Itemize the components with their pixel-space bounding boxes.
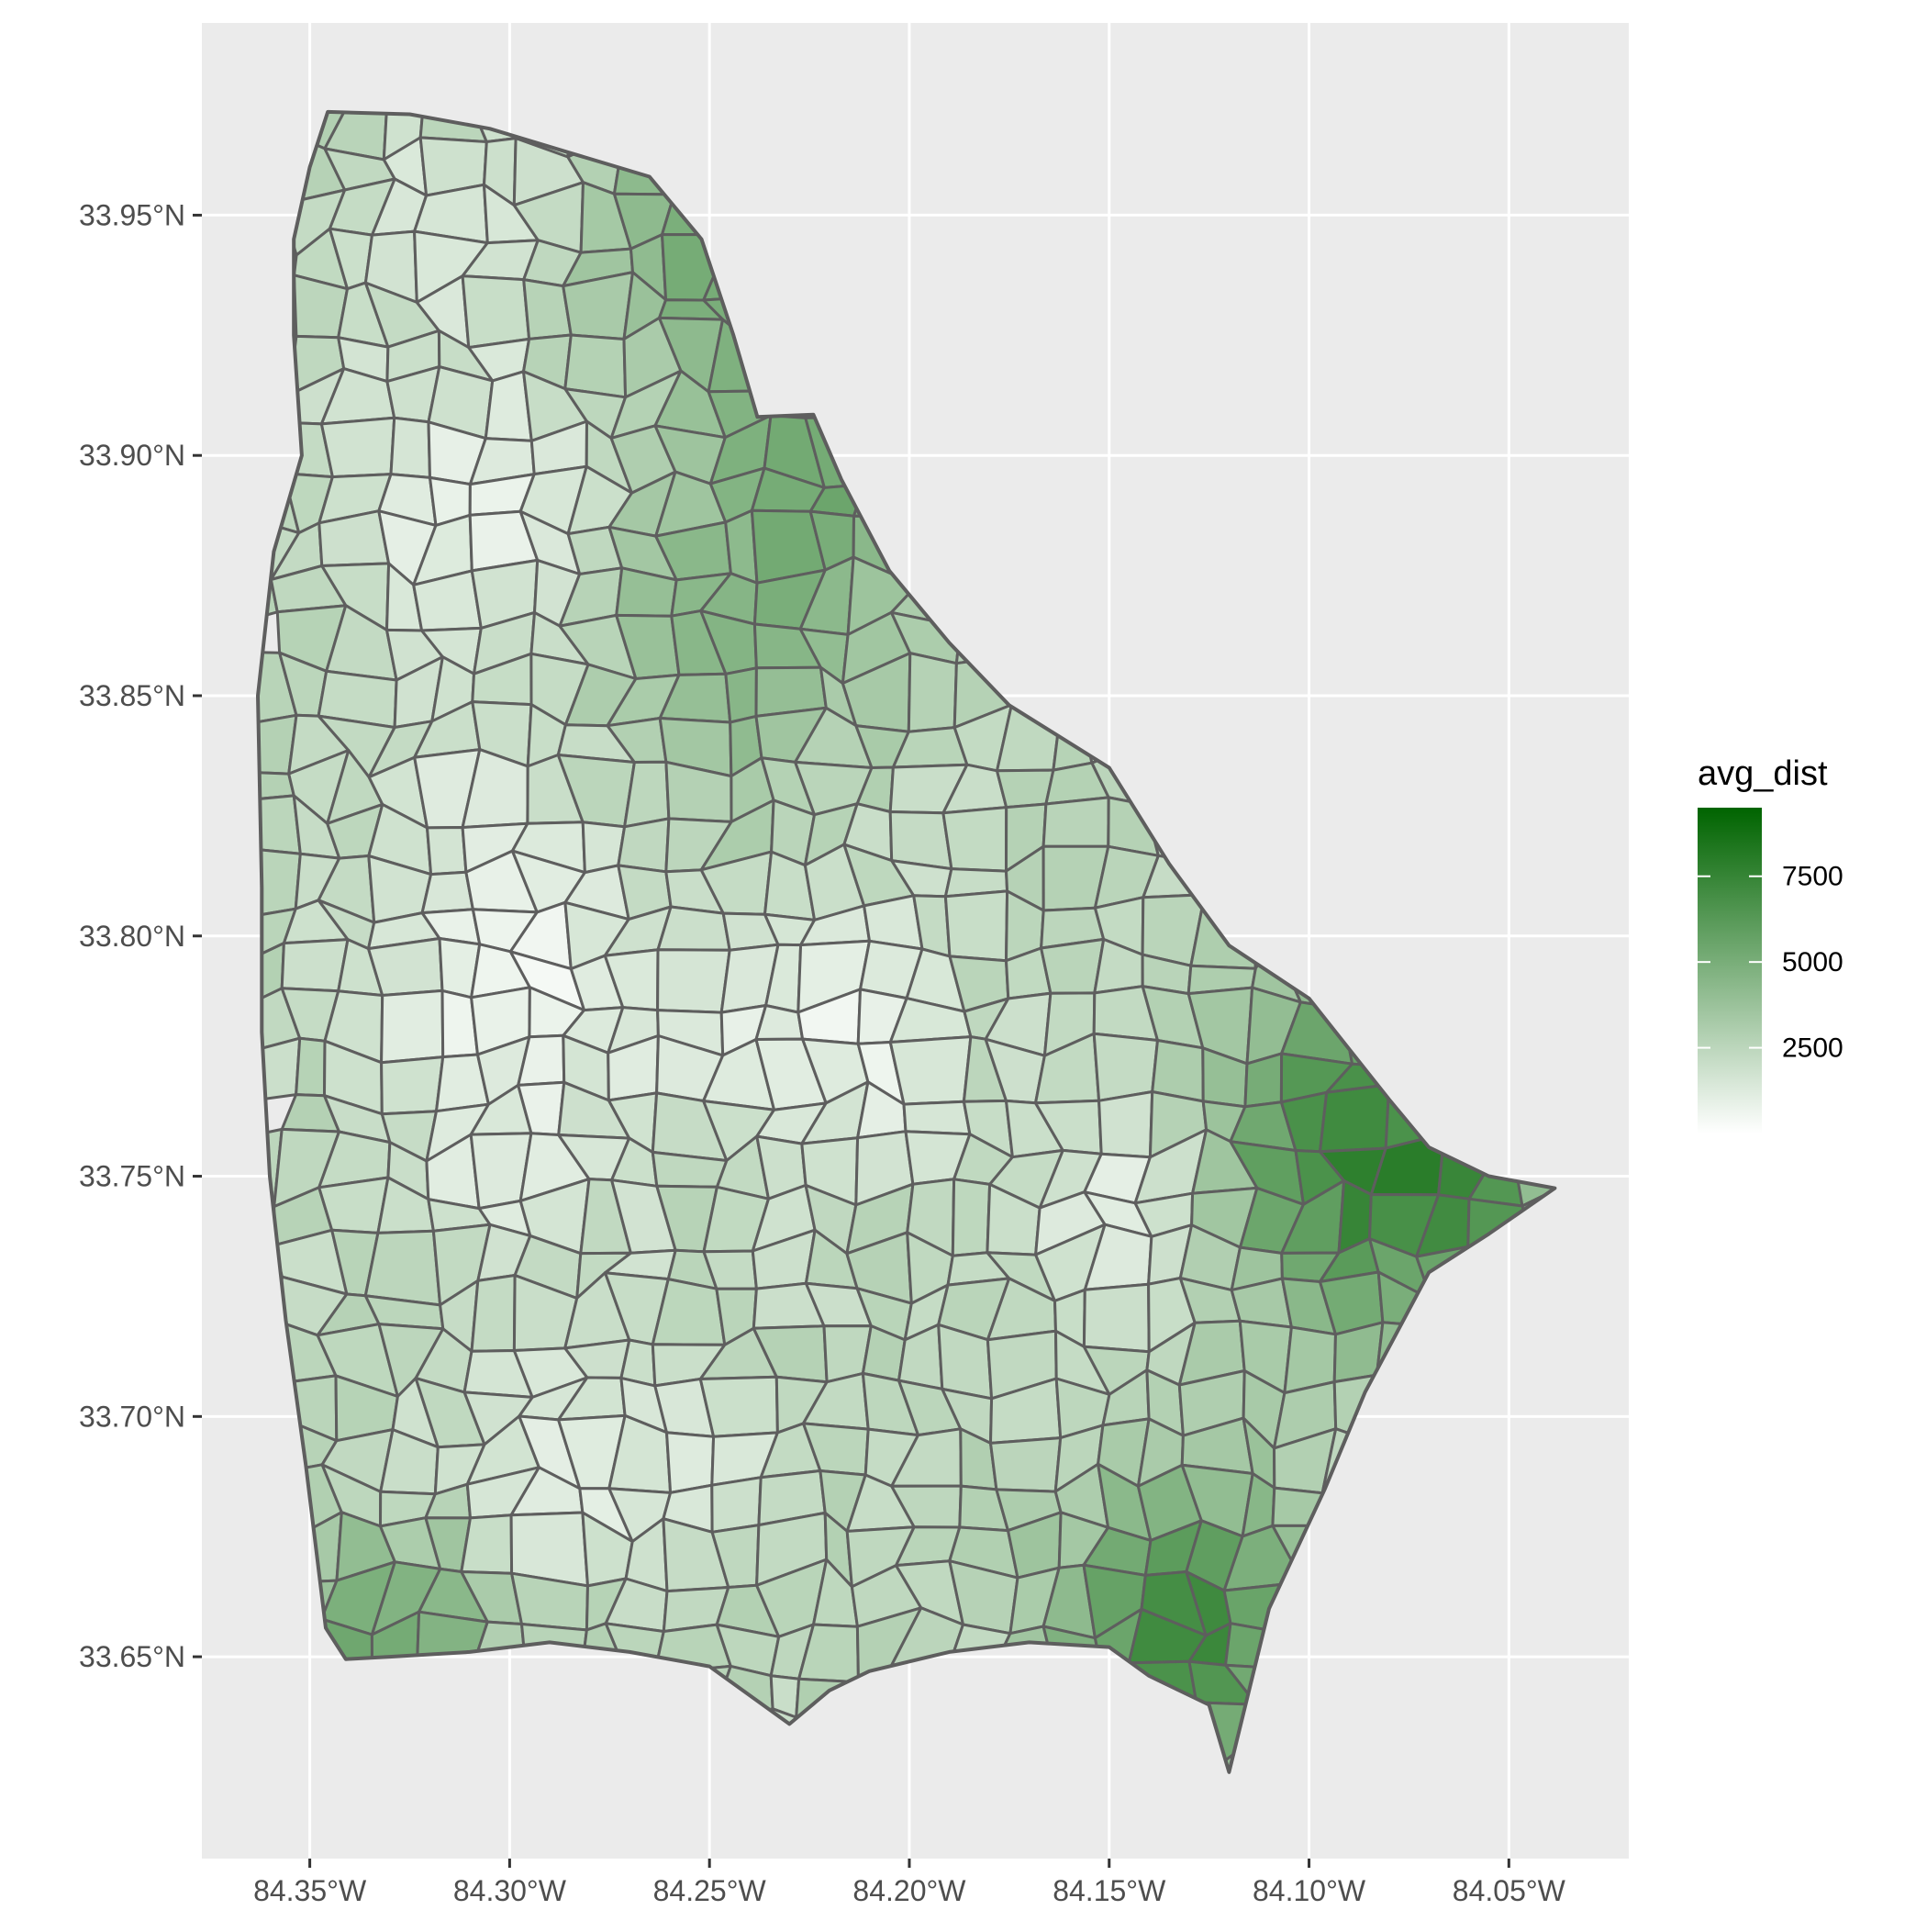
map-region — [1082, 1282, 1151, 1354]
map-region — [367, 937, 444, 997]
map-region — [754, 1004, 805, 1041]
map-region — [426, 826, 468, 877]
map-region — [617, 817, 671, 874]
x-axis-tick-label: 84.25°W — [653, 1874, 767, 1907]
x-axis-tick-label: 84.35°W — [253, 1874, 367, 1907]
y-axis-tick-label: 33.95°N — [79, 198, 185, 231]
map-region — [996, 768, 1055, 810]
map-region — [951, 1178, 992, 1257]
x-axis-tick-label: 84.30°W — [453, 1874, 567, 1907]
y-axis-tick-label: 33.70°N — [79, 1400, 185, 1433]
legend: avg_dist 2500 5000 7500 — [1698, 754, 1843, 1134]
map-region — [888, 1035, 973, 1106]
map-region — [1040, 937, 1106, 995]
y-axis-tick-label: 33.65°N — [79, 1640, 185, 1673]
x-axis: 84.35°W 84.30°W 84.25°W 84.20°W 84.15°W 84.10… — [253, 1859, 1566, 1907]
map-region — [460, 1513, 514, 1575]
y-axis-tick-label: 33.85°N — [79, 679, 185, 712]
map-outline — [256, 109, 1557, 1774]
legend-colorbar — [1698, 808, 1762, 1134]
map-region — [380, 1055, 445, 1116]
legend-break-label: 5000 — [1782, 947, 1843, 977]
map-region — [363, 1229, 442, 1307]
map-region — [319, 416, 396, 479]
map-region — [656, 948, 731, 1014]
map-region — [280, 938, 350, 993]
map-region — [1243, 1052, 1284, 1109]
map-region — [1092, 1032, 1159, 1102]
y-axis: 33.65°N 33.70°N 33.75°N 33.80°N 33.85°N 33.90… — [79, 198, 202, 1673]
map-region — [1041, 796, 1110, 848]
map-region — [989, 1436, 1063, 1493]
map-region — [902, 1100, 972, 1136]
legend-break-label: 7500 — [1782, 862, 1843, 892]
map-region — [380, 988, 445, 1065]
map-region — [710, 1476, 763, 1534]
map-region — [656, 905, 731, 952]
map-region — [1319, 1083, 1391, 1154]
map-region — [295, 1036, 327, 1098]
map-region — [724, 666, 758, 724]
x-axis-tick-label: 84.20°W — [852, 1874, 966, 1907]
map-region — [698, 1375, 779, 1438]
map-region — [943, 889, 1009, 963]
y-axis-tick-label: 33.90°N — [79, 439, 185, 472]
x-axis-tick-label: 84.05°W — [1453, 1874, 1566, 1907]
legend-break-label: 2500 — [1782, 1033, 1843, 1064]
map-region — [317, 1176, 390, 1234]
x-axis-tick-label: 84.10°W — [1253, 1874, 1366, 1907]
map-region — [389, 416, 431, 479]
x-axis-tick-label: 84.15°W — [1053, 1874, 1166, 1907]
map-region — [665, 1431, 716, 1494]
map-region — [941, 806, 1008, 873]
map-region — [420, 870, 474, 915]
map-region — [1097, 1090, 1154, 1159]
map-region — [461, 274, 531, 350]
y-axis-tick-label: 33.75°N — [79, 1160, 185, 1193]
legend-ticks: 2500 5000 7500 — [1698, 862, 1843, 1064]
legend-title: avg_dist — [1698, 754, 1828, 793]
map-region — [907, 652, 958, 733]
map-region — [563, 333, 628, 399]
map-region — [470, 1274, 517, 1353]
y-axis-tick-label: 33.80°N — [79, 920, 185, 953]
